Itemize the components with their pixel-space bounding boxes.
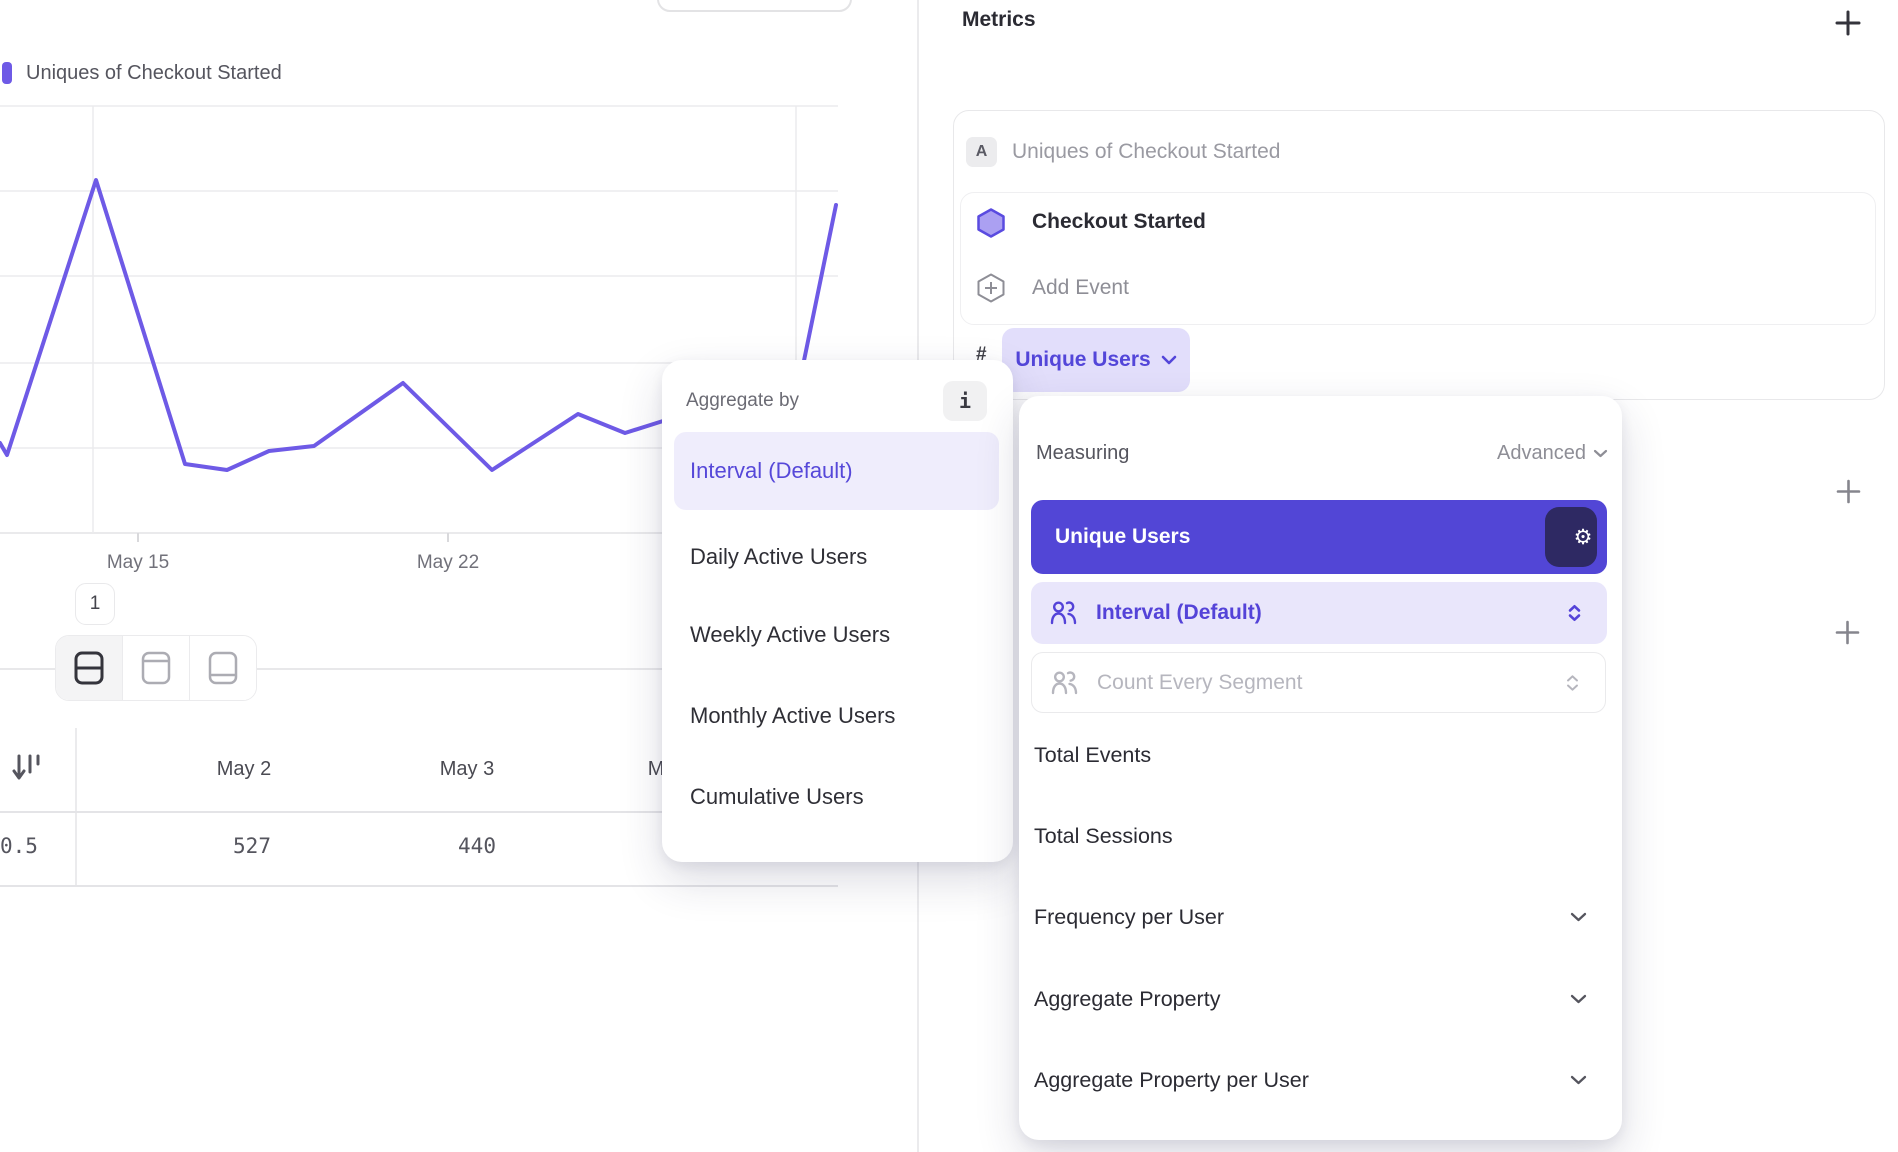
aggregate-option-cumulative[interactable]: Cumulative Users bbox=[690, 784, 864, 809]
legend-label: Uniques of Checkout Started bbox=[26, 61, 282, 84]
aggregate-by-title: Aggregate by bbox=[686, 390, 800, 411]
table-header-may2[interactable]: May 2 bbox=[216, 758, 272, 780]
chevron-down-icon bbox=[1570, 994, 1587, 1004]
chevron-down-icon bbox=[1570, 1075, 1587, 1085]
info-icon: i bbox=[958, 389, 972, 413]
measuring-title: Measuring bbox=[1036, 442, 1130, 464]
users-icon bbox=[1051, 670, 1078, 694]
add-event-button[interactable]: Add Event bbox=[1032, 276, 1129, 299]
aggregate-option-weekly[interactable]: Weekly Active Users bbox=[690, 622, 891, 647]
chart-legend: Uniques of Checkout Started bbox=[2, 60, 282, 86]
chart-axis-ticks bbox=[137, 533, 449, 542]
layout-table-view-button[interactable] bbox=[190, 636, 256, 700]
metric-title-input[interactable]: Uniques of Checkout Started bbox=[1012, 140, 1281, 163]
add-filter-icon[interactable] bbox=[1836, 479, 1861, 504]
table-view-icon bbox=[208, 651, 238, 685]
layout-chart-view-button[interactable] bbox=[123, 636, 190, 700]
event-hexagon-icon bbox=[977, 208, 1005, 238]
add-event-icon bbox=[977, 273, 1005, 303]
table-row-border bbox=[0, 885, 838, 887]
event-list-card bbox=[960, 192, 1876, 325]
cropped-toolbar-control[interactable] bbox=[657, 0, 852, 12]
sort-icon[interactable] bbox=[12, 750, 46, 788]
interval-selector[interactable]: Interval (Default) bbox=[1031, 582, 1607, 644]
add-breakdown-icon[interactable] bbox=[1835, 620, 1860, 645]
series-count-badge[interactable]: 1 bbox=[75, 583, 115, 625]
info-button[interactable]: i bbox=[943, 381, 987, 421]
split-view-icon bbox=[74, 651, 104, 685]
measuring-option-unique-users-selected[interactable]: Unique Users ⚙ bbox=[1031, 500, 1607, 574]
chevron-down-icon bbox=[1161, 355, 1176, 365]
metric-letter-badge: A bbox=[966, 137, 997, 167]
measuring-popup: Measuring Advanced Unique Users ⚙ Interv… bbox=[1019, 396, 1622, 1140]
aggregate-option-monthly[interactable]: Monthly Active Users bbox=[690, 703, 896, 728]
table-header-may3[interactable]: May 3 bbox=[439, 758, 495, 780]
chart-view-icon bbox=[141, 651, 171, 685]
chevron-down-icon bbox=[1593, 449, 1608, 458]
stepper-chevrons-icon bbox=[1568, 604, 1581, 621]
stepper-chevrons-icon bbox=[1567, 674, 1578, 691]
table-header-border bbox=[0, 811, 838, 813]
measuring-option-aggregate-property[interactable]: Aggregate Property bbox=[1034, 972, 1604, 1026]
measuring-option-aggregate-property-per-user[interactable]: Aggregate Property per User bbox=[1034, 1053, 1604, 1107]
measurement-type-prefix: # bbox=[976, 344, 987, 365]
advanced-dropdown[interactable]: Advanced bbox=[1497, 442, 1608, 465]
layout-toggle-group bbox=[55, 635, 257, 701]
layout-split-view-button[interactable] bbox=[56, 636, 123, 700]
table-cell-may2: 527 bbox=[233, 834, 271, 858]
measuring-option-frequency-per-user[interactable]: Frequency per User bbox=[1034, 890, 1604, 944]
legend-swatch bbox=[2, 62, 12, 84]
add-metric-icon[interactable] bbox=[1834, 9, 1862, 37]
event-name[interactable]: Checkout Started bbox=[1032, 210, 1206, 233]
measurement-dropdown[interactable]: Unique Users bbox=[1002, 328, 1190, 392]
unique-users-settings-button[interactable]: ⚙ bbox=[1545, 507, 1597, 567]
measuring-option-total-events[interactable]: Total Events bbox=[1034, 742, 1152, 767]
x-axis-tick-may15: May 15 bbox=[106, 552, 170, 573]
gear-icon: ⚙ bbox=[1573, 525, 1593, 549]
measuring-option-total-sessions[interactable]: Total Sessions bbox=[1034, 823, 1173, 848]
table-cell-may3: 440 bbox=[458, 834, 496, 858]
metrics-panel-title: Metrics bbox=[962, 8, 1036, 31]
aggregate-option-daily[interactable]: Daily Active Users bbox=[690, 544, 868, 569]
chart-table-divider bbox=[0, 668, 838, 670]
chevron-down-icon bbox=[1570, 912, 1587, 922]
count-every-segment-selector[interactable]: Count Every Segment bbox=[1031, 652, 1606, 713]
table-column-divider bbox=[75, 728, 77, 886]
x-axis-tick-may22: May 22 bbox=[416, 552, 480, 573]
users-icon bbox=[1050, 601, 1077, 625]
aggregate-option-interval-selected[interactable]: Interval (Default) bbox=[674, 432, 999, 510]
measurement-dropdown-label: Unique Users bbox=[1015, 348, 1151, 371]
aggregate-by-popup: Aggregate by i Interval (Default) Daily … bbox=[662, 360, 1013, 862]
chart-gridlines bbox=[0, 105, 838, 534]
table-row-label: 0.5 bbox=[0, 834, 38, 858]
